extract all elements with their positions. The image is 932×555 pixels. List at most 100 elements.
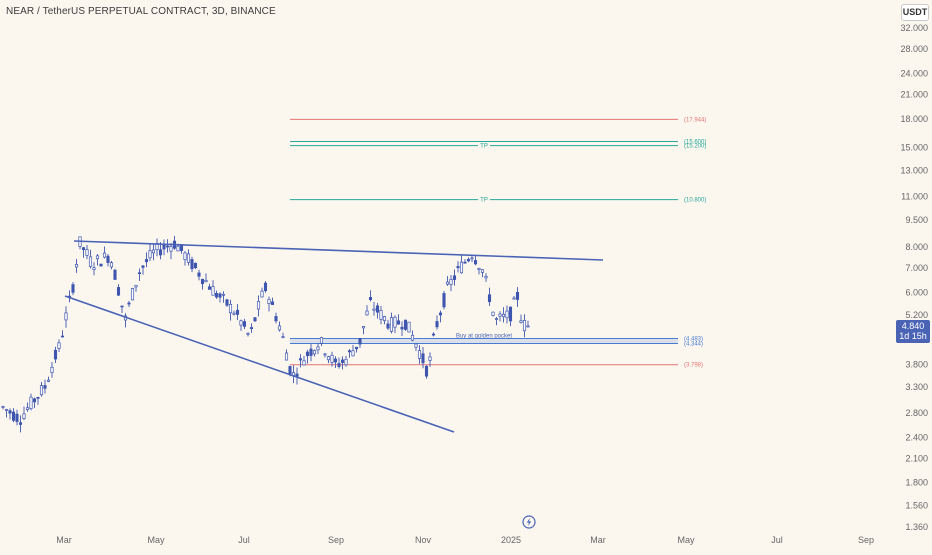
candle-body: [501, 313, 506, 318]
candle-body: [127, 302, 131, 305]
candle-body: [25, 407, 30, 410]
candle-body: [148, 250, 152, 259]
candle-body: [417, 350, 422, 359]
candle-body: [330, 354, 334, 363]
candle-body: [477, 267, 481, 271]
candle-body: [484, 275, 488, 279]
candle-body: [410, 334, 415, 341]
candle-body: [470, 257, 474, 260]
time-tick-8: Jul: [771, 535, 783, 545]
candle-body: [449, 279, 453, 285]
candle-body: [176, 245, 180, 252]
candle-body: [312, 350, 317, 355]
candle-body: [39, 385, 44, 396]
candle-body: [361, 326, 366, 329]
candle-body: [368, 297, 373, 301]
candle-body: [71, 284, 75, 293]
candle-body: [281, 336, 285, 338]
price-tick-8: 9.500: [905, 215, 928, 225]
candle-body: [43, 385, 47, 389]
candle-body: [8, 410, 12, 414]
lightning-icon[interactable]: [522, 515, 536, 529]
candle-body: [365, 310, 369, 316]
golden-pocket-zone[interactable]: [290, 338, 678, 344]
candle-body: [522, 320, 527, 332]
candle-body: [92, 267, 96, 270]
price-tick-14: 3.300: [905, 382, 928, 392]
tp-tag-bg: [478, 196, 490, 203]
price-tick-6: 13.000: [900, 165, 928, 175]
candle-body: [358, 337, 362, 345]
candle-body: [463, 261, 467, 264]
candle-body: [253, 317, 257, 322]
time-tick-2: Jul: [238, 535, 250, 545]
candle-body: [333, 358, 338, 363]
price-chart[interactable]: Buy at golden pocket (17.944) (15.600)(15.…: [0, 0, 894, 530]
candle-body: [494, 318, 499, 320]
candle-body: [190, 259, 194, 270]
candle-body: [421, 353, 425, 364]
candle-body: [228, 303, 233, 314]
candle-body: [183, 252, 187, 261]
candle-body: [130, 288, 135, 301]
candle-body: [260, 290, 264, 298]
price-level-label: (15.200): [684, 144, 706, 150]
candle-body: [372, 308, 376, 311]
candle-body: [162, 244, 166, 250]
candle-body: [407, 321, 411, 333]
candle-body: [337, 363, 341, 367]
price-tick-0: 32.000: [900, 23, 928, 33]
candle-body: [326, 356, 331, 361]
price-tick-19: 1.560: [905, 500, 928, 510]
candle-body: [239, 320, 243, 326]
candle-body: [435, 321, 439, 328]
candle-body: [480, 269, 485, 273]
candle-body: [414, 343, 418, 348]
candle-body: [512, 297, 516, 300]
candle-body: [158, 249, 163, 256]
lower-trendline[interactable]: [64, 295, 455, 433]
current-price-value: 4.840: [901, 321, 925, 331]
candle-body: [211, 286, 215, 296]
upper-trendline[interactable]: [73, 240, 604, 261]
candle-body: [134, 284, 138, 288]
candle-body: [60, 335, 65, 338]
candle-body: [1, 406, 5, 408]
candle-body: [74, 264, 79, 268]
candle-body: [50, 366, 54, 373]
candle-body: [151, 249, 156, 254]
candle-body: [316, 346, 320, 351]
candle-body: [197, 272, 201, 277]
time-axis[interactable]: Mar May Jul Sep Nov 2025 Mar May Jul Sep: [0, 530, 894, 550]
candle-body: [284, 352, 289, 361]
candle-body: [389, 317, 394, 332]
price-tick-7: 11.000: [901, 192, 928, 202]
candle-body: [515, 291, 520, 300]
price-tick-12: 5.200: [905, 310, 928, 320]
candle-body: [386, 323, 390, 329]
candle-body: [431, 333, 436, 336]
candle-body: [445, 281, 450, 285]
chart-area[interactable]: Buy at golden pocket (17.944) (15.600) (15.…: [0, 0, 894, 530]
candle-body: [165, 245, 170, 248]
candle-body: [32, 398, 37, 403]
candle-body: [270, 301, 275, 305]
time-tick-6: Mar: [590, 535, 606, 545]
time-tick-1: May: [147, 535, 165, 545]
currency-button[interactable]: USDT: [901, 4, 929, 21]
candle-body: [498, 313, 502, 317]
candle-body: [246, 332, 250, 335]
candle-body: [302, 360, 306, 366]
candle-body: [428, 356, 432, 361]
candle-body: [393, 316, 397, 328]
candle-body: [466, 258, 471, 262]
price-axis[interactable]: 32.000 28.000 24.000 21.000 18.000 15.000 13.0…: [894, 0, 932, 550]
candle-body: [487, 294, 492, 303]
candle-body: [340, 359, 345, 363]
candle-body: [298, 358, 303, 361]
time-tick-0: Mar: [56, 535, 72, 545]
candle-body: [505, 310, 509, 319]
candle-body: [102, 252, 107, 258]
candle-body: [22, 413, 26, 419]
candle-body: [81, 247, 86, 251]
